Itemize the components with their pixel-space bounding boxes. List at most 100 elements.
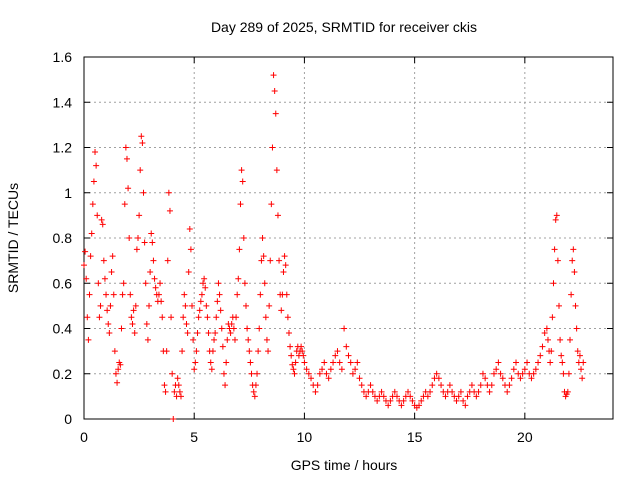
data-point: [314, 382, 321, 389]
data-point: [144, 336, 151, 343]
data-point: [557, 336, 564, 343]
data-point: [241, 280, 248, 287]
data-point: [579, 375, 586, 382]
data-point: [220, 370, 227, 377]
data-point: [391, 388, 398, 395]
data-point: [123, 155, 130, 162]
data-point: [207, 359, 214, 366]
data-point: [245, 336, 252, 343]
data-point: [152, 284, 159, 291]
data-point: [88, 230, 95, 237]
data-point: [578, 366, 585, 373]
data-point: [292, 359, 299, 366]
data-point: [100, 257, 107, 264]
y-tick-label: 0.2: [53, 366, 73, 382]
data-point: [203, 302, 210, 309]
data-point: [135, 235, 142, 241]
data-point: [157, 280, 164, 287]
data-point: [228, 320, 235, 327]
data-point: [327, 366, 334, 373]
data-point: [569, 257, 576, 264]
data-point: [138, 133, 145, 140]
data-point: [473, 393, 480, 400]
x-tick-label: 5: [190, 429, 198, 445]
data-point: [187, 246, 194, 253]
data-point: [550, 280, 557, 287]
data-point: [85, 336, 92, 343]
data-point: [133, 246, 140, 253]
data-point: [565, 370, 572, 377]
data-point: [132, 302, 139, 309]
data-point: [468, 382, 475, 389]
data-point: [260, 253, 267, 260]
data-point: [175, 382, 182, 389]
data-point: [524, 359, 531, 366]
data-point: [571, 268, 578, 275]
data-point: [343, 343, 350, 350]
data-point: [510, 366, 517, 373]
y-axis-label: SRMTID / TECUs: [5, 183, 21, 293]
data-point: [282, 262, 289, 269]
data-point: [104, 307, 111, 314]
data-point: [87, 253, 94, 260]
data-point: [446, 382, 453, 389]
data-point: [573, 325, 580, 332]
data-point: [278, 307, 285, 314]
y-tick-label: 1.2: [53, 140, 73, 156]
data-point: [180, 314, 187, 321]
data-point: [238, 167, 245, 174]
data-point: [92, 149, 99, 156]
data-point: [120, 280, 127, 287]
data-point: [218, 325, 225, 332]
data-point: [429, 382, 436, 389]
data-point: [177, 393, 184, 400]
data-point: [321, 359, 328, 366]
data-point: [560, 370, 567, 377]
data-point: [263, 336, 270, 343]
y-tick-label: 1.6: [53, 49, 73, 65]
data-point: [117, 361, 124, 368]
y-tick-label: 1.4: [53, 94, 73, 110]
data-point: [549, 314, 556, 321]
data-point: [274, 212, 281, 219]
data-point: [142, 280, 149, 287]
data-point: [212, 330, 219, 337]
data-point: [86, 291, 93, 298]
data-point: [258, 257, 265, 264]
data-point: [148, 230, 155, 237]
data-point: [558, 352, 565, 359]
data-point: [358, 382, 365, 389]
data-point: [231, 336, 238, 343]
data-point: [435, 375, 442, 382]
y-tick-label: 0: [64, 411, 72, 427]
data-point: [378, 388, 385, 395]
data-point: [380, 393, 387, 400]
data-point: [548, 348, 555, 355]
data-point: [363, 393, 370, 400]
data-point: [182, 302, 189, 309]
data-point: [267, 257, 274, 264]
data-point: [251, 393, 258, 400]
data-point: [497, 370, 504, 377]
data-point: [106, 330, 113, 337]
data-point: [262, 314, 269, 321]
data-point: [475, 388, 482, 395]
data-point: [464, 393, 471, 400]
data-point: [126, 235, 133, 241]
data-point: [136, 212, 143, 219]
data-point: [407, 393, 414, 400]
y-tick-label: 0.4: [53, 321, 73, 337]
data-point: [398, 402, 405, 409]
data-point: [139, 139, 146, 146]
data-point: [477, 382, 484, 389]
y-tick-labels: 0 0.2 0.4 0.6 0.8 1 1.2 1.4 1.6: [53, 49, 73, 427]
data-point: [239, 178, 246, 185]
data-point: [119, 291, 126, 298]
data-point: [250, 388, 257, 395]
y-tick-label: 1: [64, 185, 72, 201]
data-point: [205, 330, 212, 337]
data-point: [300, 352, 307, 359]
data-point: [354, 359, 361, 366]
data-point: [280, 268, 287, 275]
data-point: [112, 370, 119, 377]
